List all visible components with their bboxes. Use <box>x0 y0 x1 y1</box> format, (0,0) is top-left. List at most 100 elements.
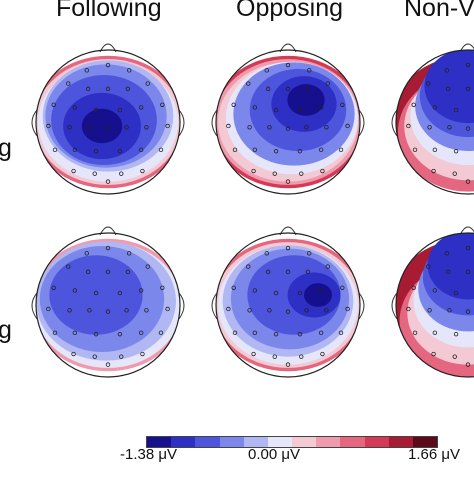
electrode-marker <box>432 288 438 293</box>
colorbar-swatch <box>171 437 196 447</box>
colorbar-max-label: 1.66 μV <box>408 446 461 463</box>
electrode-marker <box>412 330 418 336</box>
electrode-marker <box>93 331 99 337</box>
electrode-marker <box>265 86 271 92</box>
electrode-marker <box>72 147 78 153</box>
electrode-marker <box>444 68 450 73</box>
topo-map-nonv-top <box>391 43 474 195</box>
electrode-marker <box>465 362 471 367</box>
electrode-marker <box>138 330 144 336</box>
colorbar-swatch <box>412 437 438 447</box>
electrode-marker <box>85 269 91 275</box>
column-title-opposing: Opposing <box>236 0 344 22</box>
colorbar-swatch <box>267 437 293 447</box>
electrode-marker <box>453 107 459 113</box>
electrode-marker <box>411 102 416 107</box>
electrode-marker <box>117 290 123 296</box>
electrode-marker <box>431 168 436 174</box>
electrode-marker <box>105 269 111 275</box>
electrode-marker <box>251 168 256 174</box>
electrode-marker <box>246 81 251 86</box>
electrode-marker <box>117 107 123 113</box>
electrode-marker <box>426 264 431 269</box>
electrode-marker <box>411 285 416 290</box>
electrode-marker <box>445 86 451 92</box>
electrode-marker <box>465 62 471 68</box>
electrode-marker <box>138 147 144 153</box>
scalp-field <box>36 238 180 372</box>
electrode-marker <box>285 126 291 131</box>
electrode-marker <box>247 125 252 130</box>
colorbar-swatch <box>364 437 389 447</box>
topo-map-opposing-top <box>211 43 365 195</box>
electrode-marker <box>232 147 238 153</box>
electrode-marker <box>71 168 76 174</box>
scalp-field <box>396 233 474 377</box>
electrode-marker <box>305 86 311 92</box>
potential-contour <box>287 84 325 116</box>
topo-map-opposing-bottom <box>211 226 365 378</box>
electrode-marker <box>452 354 457 359</box>
colorbar-swatch <box>195 437 220 447</box>
row-label-top: g <box>0 134 12 162</box>
electrode-marker <box>297 107 303 113</box>
colorbar-swatch <box>243 437 268 447</box>
colorbar-swatch <box>292 437 317 447</box>
electrode-marker <box>465 309 471 314</box>
electrode-marker <box>105 179 111 184</box>
electrode-marker <box>124 308 129 313</box>
electrode-marker <box>144 125 149 130</box>
electrode-marker <box>267 308 272 313</box>
electrode-marker <box>87 125 92 130</box>
electrode-marker <box>444 251 450 256</box>
head-outline <box>215 232 361 378</box>
electrode-marker <box>285 269 291 275</box>
electrode-marker <box>72 330 78 336</box>
electrode-marker <box>117 148 123 154</box>
electrode-marker <box>465 269 471 275</box>
electrode-marker <box>160 285 165 290</box>
electrode-marker <box>318 288 324 293</box>
electrode-marker <box>297 290 303 296</box>
electrode-marker <box>338 330 344 336</box>
electrode-marker <box>304 308 309 313</box>
scalp-field <box>396 50 474 192</box>
electrode-marker <box>285 362 291 367</box>
electrode-marker <box>285 62 291 68</box>
electrode-marker <box>138 288 144 293</box>
colorbar-swatch <box>316 437 341 447</box>
electrode-marker <box>105 126 111 131</box>
electrode-marker <box>318 147 324 153</box>
electrode-marker <box>252 105 258 110</box>
electrode-marker <box>145 264 150 269</box>
electrode-marker <box>231 102 236 107</box>
electrode-marker <box>285 86 291 92</box>
colorbar-swatch <box>340 437 365 447</box>
electrode-marker <box>432 105 438 110</box>
head-outline <box>35 49 181 195</box>
electrode-marker <box>117 331 123 337</box>
electrode-marker <box>465 86 471 92</box>
topo-map-following-top <box>31 43 185 195</box>
electrode-marker <box>325 264 330 269</box>
electrode-marker <box>84 251 90 256</box>
electrode-marker <box>46 123 51 129</box>
electrode-marker <box>72 288 78 293</box>
electrode-marker <box>345 306 350 312</box>
electrode-marker <box>145 81 150 86</box>
potential-contour <box>424 50 474 124</box>
electrode-marker <box>304 125 309 130</box>
electrode-marker <box>67 308 72 313</box>
electrode-marker <box>105 62 111 68</box>
electrode-marker <box>412 147 418 153</box>
electrode-marker <box>119 354 124 359</box>
colorbar-swatch <box>147 437 172 447</box>
electrode-marker <box>453 290 459 296</box>
scalp-field <box>216 55 360 189</box>
electrode-marker <box>318 105 324 110</box>
electrode-marker <box>318 330 324 336</box>
electrode-marker <box>124 125 129 130</box>
electrode-marker <box>345 123 350 129</box>
